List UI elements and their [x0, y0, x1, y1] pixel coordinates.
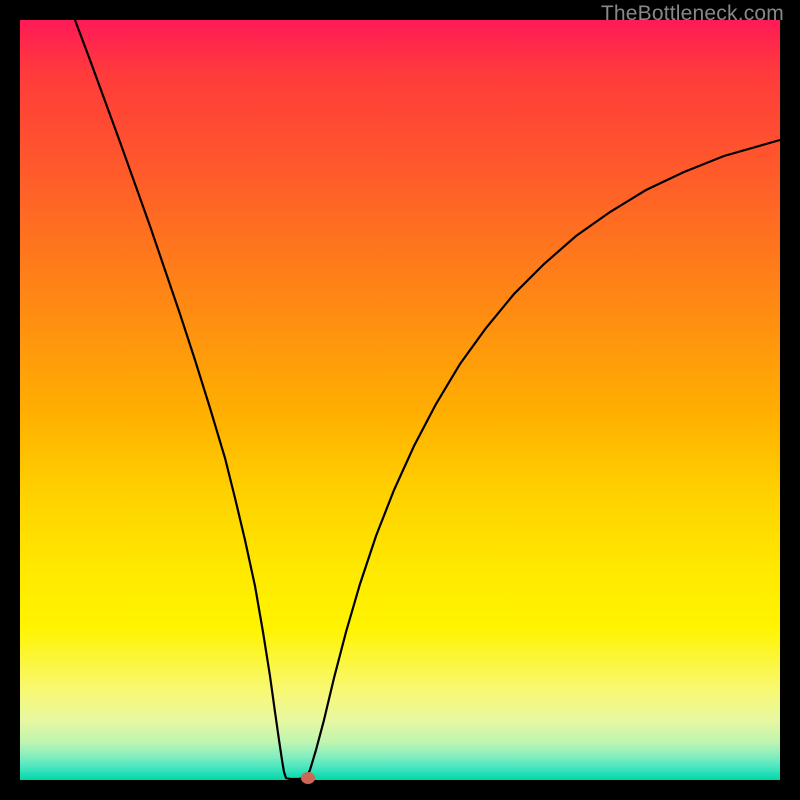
optimal-point-marker — [301, 772, 315, 784]
chart-frame: TheBottleneck.com — [0, 0, 800, 800]
bottleneck-curve — [20, 20, 780, 780]
